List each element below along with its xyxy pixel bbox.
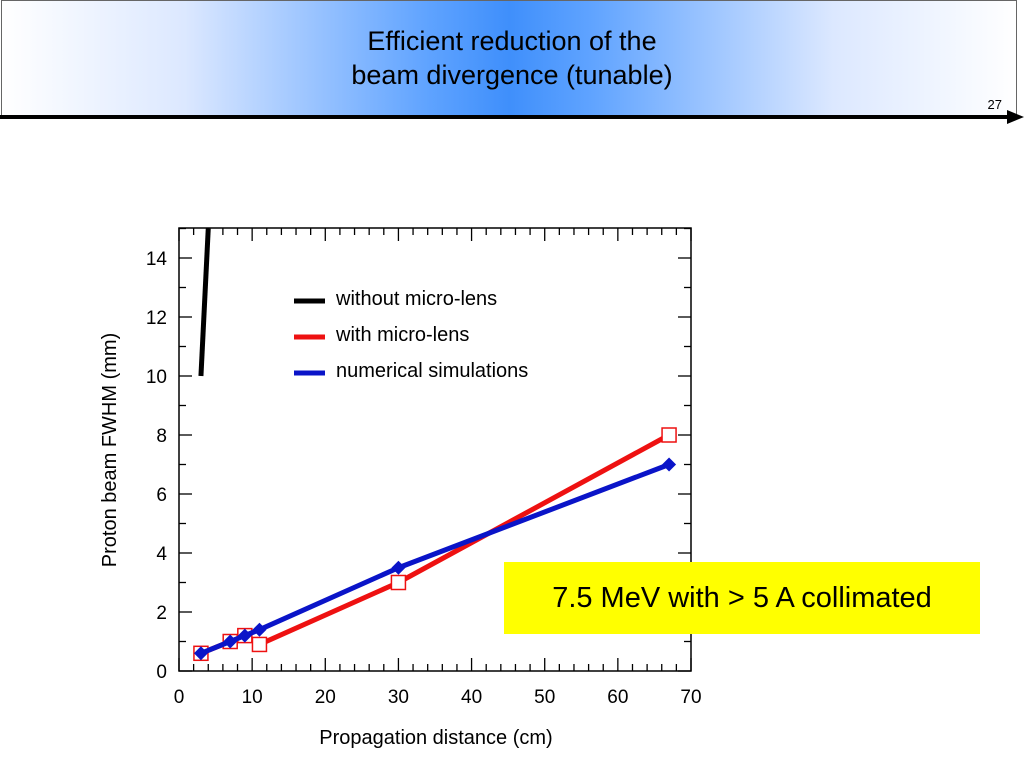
slide-number: 27	[987, 97, 1002, 112]
data-point-diamond	[223, 634, 238, 649]
series-group	[193, 228, 677, 662]
x-tick-label: 10	[242, 687, 263, 708]
x-tick-label: 0	[174, 687, 185, 708]
data-point-square	[251, 636, 268, 653]
data-point-diamond	[252, 622, 267, 637]
y-tick-label: 14	[146, 249, 168, 270]
y-tick-label: 6	[156, 485, 167, 506]
legend: without micro-lens with micro-lens numeric…	[294, 288, 528, 382]
plot-frame	[178, 227, 692, 672]
legend-label: numerical simulations	[336, 360, 528, 382]
x-tick-label: 70	[680, 687, 701, 708]
title-underline-arrow	[1007, 110, 1024, 124]
slide-title: Efficient reduction of the beam divergen…	[0, 24, 1024, 92]
slide-title-line1: Efficient reduction of the	[367, 26, 657, 56]
y-tick-label: 10	[146, 367, 167, 388]
title-bar	[1, 0, 1017, 116]
y-tick-label: 2	[156, 603, 167, 624]
x-tick-label: 60	[607, 687, 628, 708]
legend-label: with micro-lens	[335, 324, 469, 346]
x-axis-label: Propagation distance (cm)	[319, 727, 552, 749]
y-tick-label: 4	[156, 544, 167, 565]
data-point-diamond	[662, 457, 677, 472]
x-tick-label: 50	[534, 687, 555, 708]
x-tick-label: 20	[315, 687, 336, 708]
data-point-diamond	[237, 628, 252, 643]
y-tick-label: 12	[146, 308, 167, 329]
x-tick-label: 40	[461, 687, 482, 708]
legend-label: without micro-lens	[335, 288, 497, 310]
series-line-0	[198, 228, 211, 377]
data-point-square	[390, 574, 407, 591]
data-point-diamond	[193, 646, 208, 661]
y-tick-labels: 0 2 4 6 8 10 12 14	[146, 249, 168, 683]
x-tick-label: 30	[388, 687, 409, 708]
data-point-square	[661, 427, 677, 443]
x-tick-labels: 0 10 20 30 40 50 60 70	[174, 687, 702, 708]
callout-box: 7.5 MeV with > 5 A collimated	[504, 562, 980, 634]
y-axis-label: Proton beam FWHM (mm)	[99, 333, 121, 567]
data-point-diamond	[391, 560, 406, 575]
axis-ticks	[178, 227, 692, 672]
y-tick-label: 8	[156, 426, 167, 447]
y-tick-label: 0	[156, 662, 167, 683]
slide-title-line2: beam divergence (tunable)	[351, 60, 673, 90]
